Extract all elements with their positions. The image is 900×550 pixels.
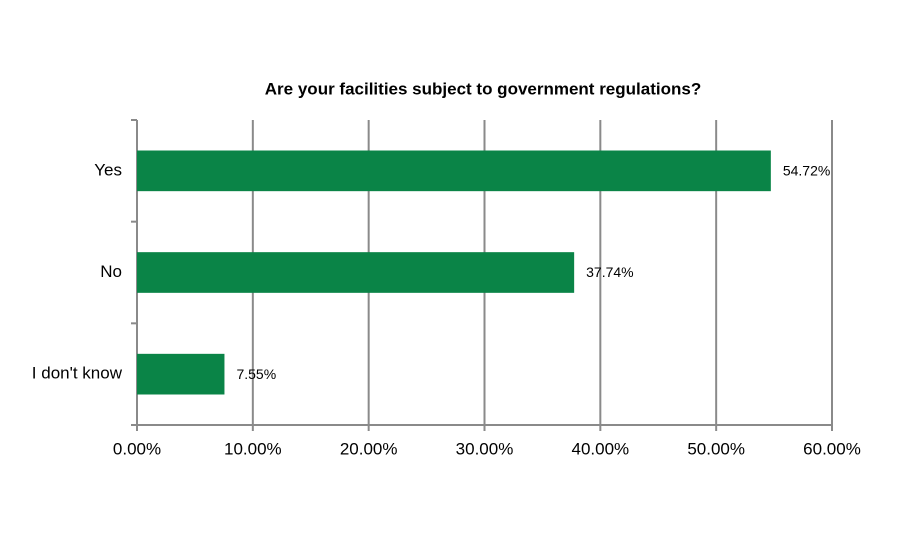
x-tick-label: 20.00% [340, 439, 398, 458]
value-label: 7.55% [236, 366, 276, 382]
x-tick-label: 60.00% [803, 439, 861, 458]
x-tick-label: 30.00% [456, 439, 514, 458]
value-label: 37.74% [586, 264, 633, 280]
x-tick-label: 50.00% [687, 439, 745, 458]
x-tick-label: 0.00% [113, 439, 161, 458]
chart-title: Are your facilities subject to governmen… [265, 79, 701, 98]
bar [137, 353, 225, 395]
bar [137, 150, 771, 192]
y-tick-label: No [100, 262, 122, 281]
bar [137, 252, 575, 293]
x-tick-label: 10.00% [224, 439, 282, 458]
y-tick-label: Yes [94, 160, 122, 179]
value-label: 54.72% [783, 163, 830, 179]
y-tick-label: I don't know [32, 364, 123, 383]
x-tick-label: 40.00% [571, 439, 629, 458]
